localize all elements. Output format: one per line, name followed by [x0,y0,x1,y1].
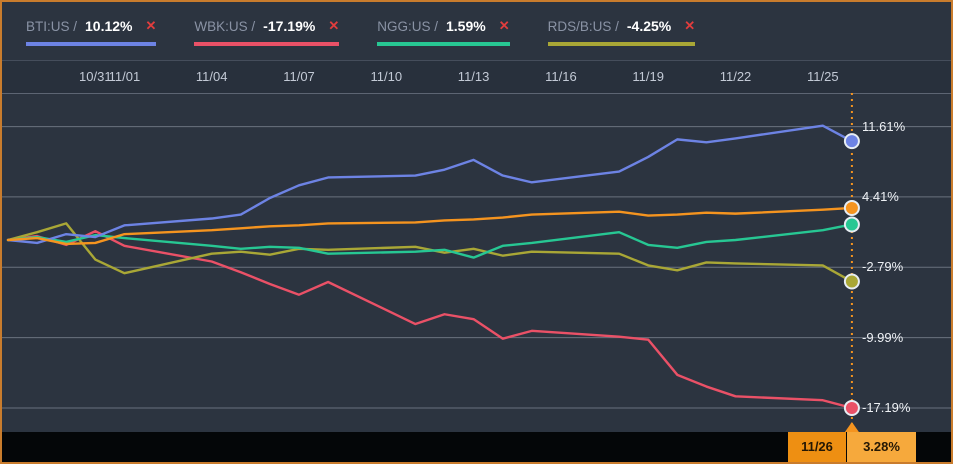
legend-item[interactable]: BTI:US / 10.12% ✕ [26,18,157,46]
x-axis-tick-label: 11/13 [457,69,490,84]
series-end-marker-WBK:US[interactable] [843,399,860,416]
legend-item[interactable]: NGG:US / 1.59% ✕ [377,18,510,46]
series-end-marker-BTI:US[interactable] [843,133,860,150]
y-axis-tick-label: -9.99% [862,329,904,345]
y-axis-tick-label: -2.79% [862,259,904,275]
series-line-RDS/B:US [6,222,854,283]
series-line-NGG:US [6,223,854,259]
y-axis-tick-label: 11.61% [862,118,906,134]
legend-ticker: BTI:US / [26,18,78,34]
x-axis-strip: 10/31 11/01 11/04 11/07 11/10 11/13 11/16 11/19… [2,60,951,94]
legend-value: -17.19% [263,18,316,34]
series-end-marker-primary[interactable] [843,199,860,216]
x-axis-tick-label: 11/19 [632,69,664,84]
legend-value: 1.59% [446,18,486,34]
bottom-status-bar: 11/26 3.28% [2,432,951,462]
x-axis-tick-label: 11/10 [370,69,403,84]
x-axis-tick-label: 11/25 [807,69,839,84]
legend-item[interactable]: WBK:US / -17.19% ✕ [194,18,340,46]
series-line-primary [6,206,854,246]
remove-series-button[interactable]: ✕ [145,18,157,33]
x-axis-tick-label: 11/16 [545,69,577,84]
remove-series-button[interactable]: ✕ [498,18,510,33]
crosshair-marker-triangle [844,422,859,432]
legend-bar: BTI:US / 10.12% ✕ WBK:US / -17.19% ✕ NGG:US / 1… [26,18,696,46]
x-axis-tick-label: 10/31 [79,69,112,84]
x-axis-tick-label: 11/22 [719,69,752,84]
x-axis-tick-label: 11/04 [195,69,228,84]
legend-ticker: WBK:US / [194,18,256,34]
series-line-BTI:US [6,124,854,245]
legend-value: -4.25% [626,18,672,34]
legend-ticker: RDS/B:US / [547,18,619,34]
legend-value: 10.12% [85,18,133,34]
legend-item[interactable]: RDS/B:US / -4.25% ✕ [547,18,696,46]
legend-ticker: NGG:US / [377,18,438,34]
remove-series-button[interactable]: ✕ [328,18,340,33]
remove-series-button[interactable]: ✕ [684,18,696,33]
y-axis-tick-label: -17.19% [862,399,911,415]
x-axis-tick-label: 11/01 [108,69,141,84]
crosshair-value-tooltip: 3.28% [847,432,916,462]
series-end-marker-RDS/B:US[interactable] [843,273,860,290]
series-line-WBK:US [6,230,854,410]
x-axis-tick-label: 11/07 [283,69,315,84]
crosshair-date-tooltip: 11/26 [788,432,846,462]
series-end-marker-NGG:US[interactable] [843,216,860,233]
y-axis-tick-label: 4.41% [862,188,899,204]
